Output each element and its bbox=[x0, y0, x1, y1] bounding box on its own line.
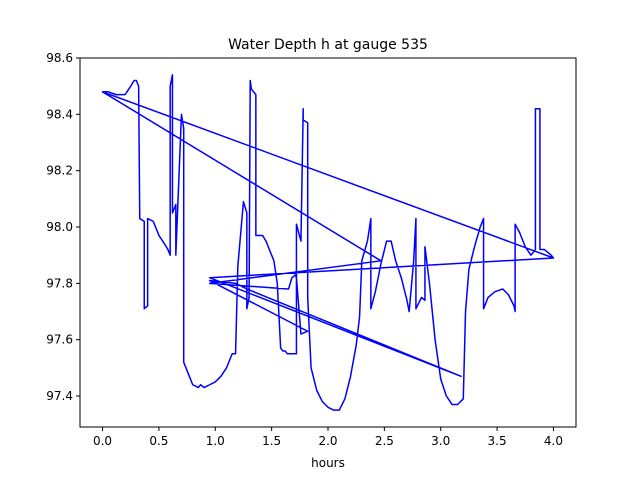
x-tick-label: 0.0 bbox=[93, 434, 112, 448]
y-tick-label: 97.4 bbox=[46, 389, 73, 403]
x-tick-label: 3.5 bbox=[488, 434, 507, 448]
plot-area bbox=[101, 74, 555, 411]
x-tick-label: 1.0 bbox=[206, 434, 225, 448]
y-tick-label: 98.4 bbox=[46, 107, 73, 121]
y-tick-label: 98.2 bbox=[46, 164, 73, 178]
y-tick-label: 98.6 bbox=[46, 51, 73, 65]
x-tick-label: 3.0 bbox=[431, 434, 450, 448]
series-line-0 bbox=[101, 74, 555, 411]
y-tick-label: 98.0 bbox=[46, 220, 73, 234]
x-tick-label: 2.0 bbox=[318, 434, 337, 448]
x-tick-label: 0.5 bbox=[149, 434, 168, 448]
y-axis: 97.4 97.6 97.8 98.0 98.2 98.4 98.6 bbox=[46, 51, 80, 403]
y-tick-label: 97.8 bbox=[46, 276, 73, 290]
x-tick-label: 4.0 bbox=[544, 434, 563, 448]
chart-title: Water Depth h at gauge 535 bbox=[228, 37, 428, 53]
x-tick-label: 1.5 bbox=[262, 434, 281, 448]
x-axis: 0.0 0.5 1.0 1.5 2.0 2.5 3.0 3.5 4.0 bbox=[93, 427, 563, 448]
x-tick-label: 2.5 bbox=[375, 434, 394, 448]
y-tick-label: 97.6 bbox=[46, 333, 73, 347]
x-axis-label: hours bbox=[311, 456, 345, 470]
